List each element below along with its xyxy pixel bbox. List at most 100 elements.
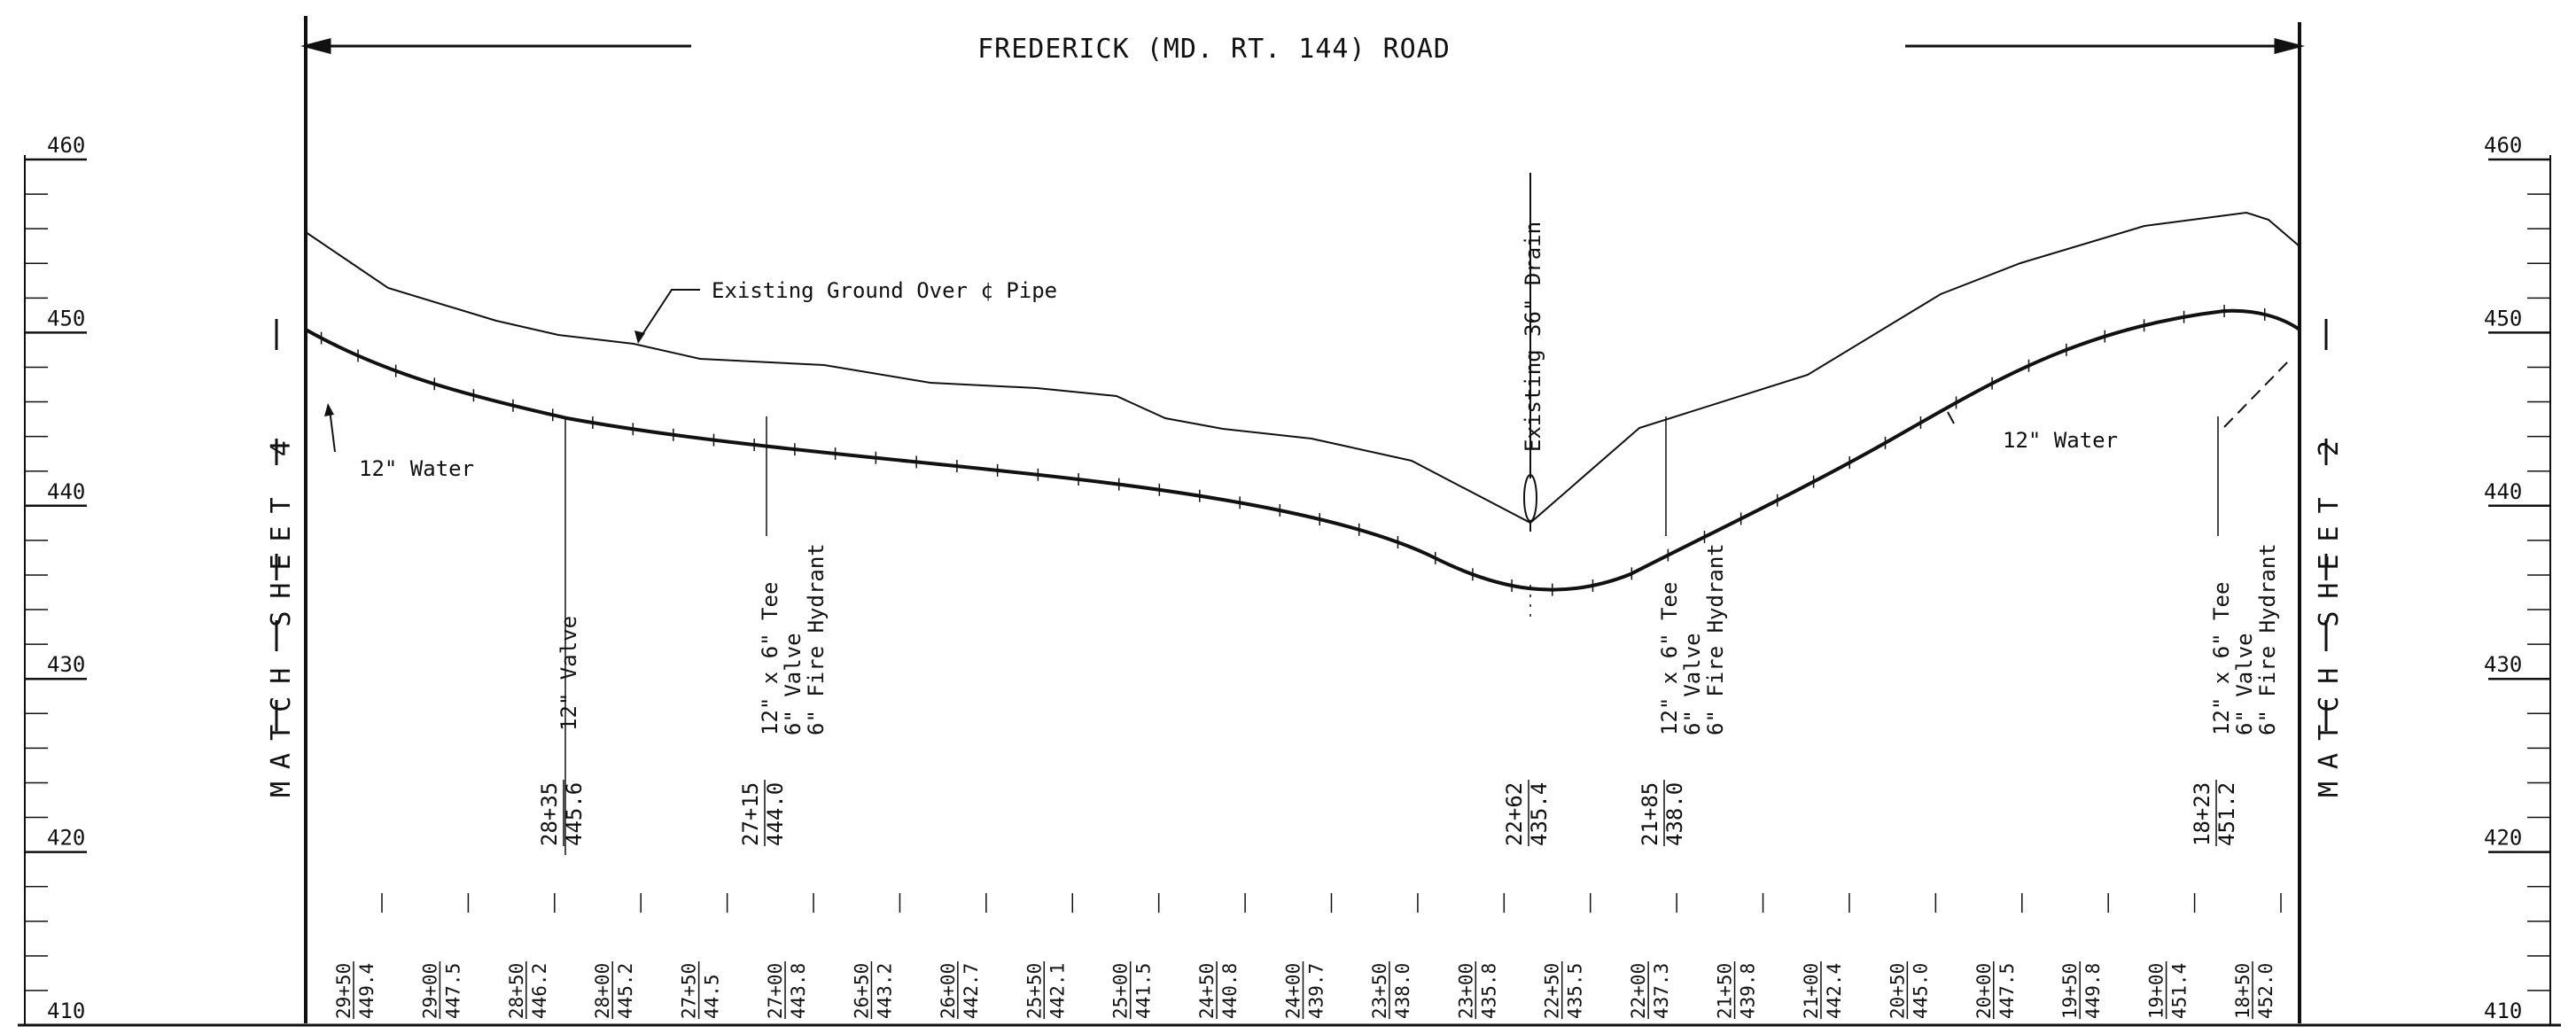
station-label: 29+50 449.4 — [333, 893, 383, 1019]
svg-text:449.4: 449.4 — [356, 963, 377, 1019]
svg-text:12" x 6" Tee: 12" x 6" Tee — [1657, 582, 1682, 735]
svg-text:12" Water: 12" Water — [2003, 428, 2118, 453]
svg-text:12" x 6" Tee: 12" x 6" Tee — [2209, 582, 2234, 735]
svg-text:6" Valve: 6" Valve — [781, 633, 805, 735]
station-label: 24+00 439.7 — [1283, 893, 1333, 1019]
elevation-label: 430 — [47, 652, 85, 677]
svg-text:22+00: 22+00 — [1628, 963, 1649, 1019]
svg-text:23+50: 23+50 — [1369, 963, 1390, 1019]
fitting-callout: 22+62 435.4 — [1502, 585, 1552, 846]
station-label: 23+00 435.8 — [1455, 893, 1506, 1019]
svg-text:440.8: 440.8 — [1219, 963, 1241, 1019]
svg-text:442.7: 442.7 — [961, 963, 982, 1019]
svg-text:25+50: 25+50 — [1023, 963, 1045, 1019]
station-label: 23+50 438.0 — [1369, 893, 1419, 1019]
elevation-label: 440 — [47, 479, 85, 504]
svg-text:21+00: 21+00 — [1801, 963, 1822, 1019]
station-label: 20+50 445.0 — [1887, 893, 1937, 1019]
station-label: 27+00 443.8 — [765, 893, 814, 1019]
svg-text:443.2: 443.2 — [874, 963, 895, 1019]
station-label: 19+50 449.8 — [2059, 893, 2109, 1019]
svg-text:28+35: 28+35 — [537, 782, 562, 846]
station-label: 20+00 447.5 — [1973, 893, 2023, 1019]
svg-text:26+50: 26+50 — [851, 963, 872, 1019]
svg-text:25+00: 25+00 — [1110, 963, 1132, 1019]
svg-text:447.5: 447.5 — [442, 963, 463, 1019]
svg-text:12" Valve: 12" Valve — [556, 616, 581, 731]
station-label: 26+50 443.2 — [851, 893, 901, 1019]
svg-text:12" Water: 12" Water — [359, 456, 474, 481]
svg-text:435.5: 435.5 — [1565, 963, 1586, 1019]
svg-text:6" Fire Hydrant: 6" Fire Hydrant — [804, 543, 829, 735]
svg-text:19+50: 19+50 — [2059, 963, 2081, 1019]
right-dashed-leader — [2223, 358, 2292, 428]
svg-text:6" Valve: 6" Valve — [2232, 633, 2257, 735]
svg-text:438.0: 438.0 — [1662, 782, 1687, 846]
elevation-label: 460 — [47, 133, 85, 158]
elevation-label: 420 — [2484, 826, 2522, 851]
station-label: 22+50 435.5 — [1542, 893, 1592, 1019]
fittings-layer: 28+35 445.6 12" Valve 27+15 444.0 12" x 6" Te… — [537, 416, 2280, 855]
station-label: 29+00 447.5 — [419, 893, 470, 1019]
water-label-right: 12" Water — [1947, 411, 2118, 453]
elevation-label: 450 — [47, 306, 85, 330]
svg-text:446.2: 446.2 — [529, 963, 550, 1019]
svg-text:29+50: 29+50 — [333, 963, 354, 1019]
existing-ground-line — [305, 211, 2300, 525]
drawing-title: FREDERICK (MD. RT. 144) ROAD — [977, 34, 1451, 65]
existing-drain: Existing 36" Drain — [1521, 173, 1545, 532]
svg-text:449.8: 449.8 — [2082, 963, 2104, 1019]
water-pipe-profile — [305, 308, 2301, 592]
svg-text:439.7: 439.7 — [1306, 963, 1327, 1019]
elevation-label: 440 — [2484, 479, 2522, 504]
svg-text:Existing 36" Drain: Existing 36" Drain — [1521, 222, 1545, 452]
station-label: 25+50 442.1 — [1023, 893, 1074, 1019]
svg-text:Existing Ground Over ¢ Pipe: Existing Ground Over ¢ Pipe — [712, 278, 1057, 303]
svg-text:29+00: 29+00 — [419, 963, 440, 1019]
svg-text:443.8: 443.8 — [788, 963, 809, 1019]
svg-text:44.5: 44.5 — [702, 974, 723, 1019]
match-sheet-right-label: MATCH SHEET 2 — [2314, 428, 2345, 797]
svg-text:445.2: 445.2 — [615, 963, 636, 1019]
elevation-label: 410 — [2484, 999, 2522, 1023]
title-arrow-left — [300, 38, 691, 54]
svg-text:451.2: 451.2 — [2214, 782, 2239, 846]
svg-text:6" Valve: 6" Valve — [1680, 633, 1705, 735]
svg-text:18+50: 18+50 — [2232, 963, 2253, 1019]
svg-text:6" Fire Hydrant: 6" Fire Hydrant — [2255, 543, 2280, 735]
svg-text:27+15: 27+15 — [738, 782, 763, 846]
svg-text:24+50: 24+50 — [1196, 963, 1218, 1019]
svg-text:442.4: 442.4 — [1824, 963, 1845, 1019]
svg-text:441.5: 441.5 — [1133, 963, 1155, 1019]
svg-text:12" x 6" Tee: 12" x 6" Tee — [758, 582, 782, 735]
svg-text:22+62: 22+62 — [1502, 782, 1527, 846]
svg-text:20+00: 20+00 — [1973, 963, 1995, 1019]
svg-text:21+85: 21+85 — [1638, 782, 1662, 846]
svg-text:24+00: 24+00 — [1283, 963, 1304, 1019]
svg-text:447.5: 447.5 — [1996, 963, 2018, 1019]
svg-text:28+50: 28+50 — [506, 963, 527, 1019]
station-label: 28+50 446.2 — [506, 893, 556, 1019]
svg-text:6" Fire Hydrant: 6" Fire Hydrant — [1703, 543, 1728, 735]
svg-text:435.4: 435.4 — [1527, 782, 1552, 846]
svg-text:437.3: 437.3 — [1651, 963, 1672, 1019]
svg-text:18+23: 18+23 — [2190, 782, 2214, 846]
svg-text:22+50: 22+50 — [1542, 963, 1563, 1019]
station-label: 28+00 445.2 — [592, 893, 642, 1019]
station-label: 18+50 452.0 — [2232, 893, 2282, 1019]
svg-text:442.1: 442.1 — [1047, 963, 1068, 1019]
match-sheet-left-label: MATCH SHEET 4 — [266, 428, 297, 797]
match-dash-marks — [275, 319, 2328, 731]
svg-text:27+50: 27+50 — [679, 963, 700, 1019]
pipe-tick-marks — [320, 304, 2266, 596]
svg-text:21+50: 21+50 — [1715, 963, 1736, 1019]
svg-text:451.4: 451.4 — [2169, 963, 2191, 1019]
elevation-label: 410 — [47, 999, 85, 1023]
station-label: 27+50 44.5 — [679, 893, 728, 1019]
station-label: 21+50 439.8 — [1715, 893, 1764, 1019]
elevation-label: 420 — [47, 826, 85, 851]
svg-text:435.8: 435.8 — [1478, 963, 1499, 1019]
station-label: 26+00 442.7 — [938, 893, 987, 1019]
water-label-left: 12" Water — [324, 403, 474, 481]
